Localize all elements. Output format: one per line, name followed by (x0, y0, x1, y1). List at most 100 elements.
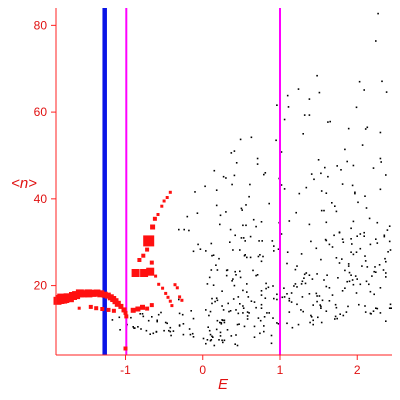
highlighted-point (180, 298, 184, 302)
highlighted-point (88, 304, 93, 309)
background-point (211, 302, 213, 305)
background-point (238, 323, 240, 325)
highlighted-point (149, 260, 154, 265)
background-point (385, 91, 388, 93)
background-point (268, 312, 270, 314)
y-axis-title: <n> (11, 175, 37, 192)
highlighted-point (168, 190, 172, 194)
background-point (240, 237, 243, 239)
background-point (234, 270, 236, 273)
background-point (350, 227, 352, 230)
background-point (327, 121, 329, 123)
background-point (232, 249, 234, 251)
background-point (297, 323, 300, 326)
background-point (264, 297, 267, 299)
background-point (219, 223, 221, 226)
background-point (215, 264, 217, 266)
highlighted-point (118, 303, 124, 309)
background-point (334, 315, 337, 318)
background-point (210, 242, 213, 245)
background-point (365, 280, 368, 283)
background-point (163, 329, 165, 332)
background-point (388, 307, 391, 309)
background-point (246, 311, 249, 313)
background-point (212, 254, 215, 256)
background-point (147, 319, 150, 322)
background-point (354, 275, 357, 277)
background-point (348, 280, 351, 283)
background-point (325, 239, 328, 242)
background-point (364, 311, 367, 313)
background-point (156, 319, 158, 322)
background-point (342, 241, 345, 243)
background-point (259, 319, 262, 322)
background-point (385, 272, 387, 274)
background-point (275, 139, 277, 142)
background-point (213, 169, 216, 172)
background-point (223, 319, 226, 322)
background-point (280, 151, 283, 153)
background-point (239, 249, 241, 251)
background-point (149, 333, 151, 335)
background-point (273, 297, 275, 300)
background-points-group (111, 12, 392, 347)
background-point (253, 336, 256, 338)
background-point (199, 248, 202, 250)
background-point (242, 312, 244, 314)
background-point (389, 249, 392, 251)
background-point (235, 309, 237, 311)
highlighted-point (168, 299, 172, 303)
background-point (145, 329, 148, 332)
background-point (229, 241, 231, 243)
background-point (225, 211, 227, 213)
highlighted-point (157, 282, 161, 286)
background-point (182, 333, 185, 336)
background-point (350, 238, 352, 240)
background-point (335, 306, 338, 309)
background-point (186, 215, 189, 218)
background-point (316, 74, 318, 77)
background-point (208, 329, 211, 332)
background-point (359, 283, 362, 286)
highlighted-point (123, 346, 128, 351)
background-point (308, 114, 311, 116)
background-point (388, 240, 391, 243)
background-point (297, 88, 300, 90)
background-point (271, 240, 274, 242)
background-point (310, 240, 312, 243)
background-point (383, 234, 386, 237)
background-point (155, 330, 158, 333)
background-point (263, 316, 266, 318)
background-point (229, 228, 232, 231)
background-point (320, 321, 323, 324)
background-point (241, 209, 243, 211)
background-point (206, 283, 209, 285)
background-point (157, 313, 160, 316)
background-point (342, 314, 345, 317)
background-point (246, 291, 248, 293)
background-point (233, 150, 236, 152)
background-point (379, 157, 382, 160)
highlighted-point (77, 306, 81, 310)
background-point (265, 287, 267, 290)
background-point (320, 209, 323, 212)
highlighted-point (141, 253, 146, 258)
background-point (142, 315, 145, 318)
background-point (317, 316, 319, 319)
background-point (386, 229, 389, 231)
background-point (215, 328, 218, 331)
background-point (374, 266, 376, 268)
background-point (246, 315, 249, 317)
background-point (227, 302, 229, 305)
highlighted-point (145, 306, 150, 311)
background-point (206, 339, 209, 341)
highlighted-point (173, 283, 177, 287)
background-point (375, 307, 377, 309)
background-point (257, 255, 260, 258)
background-point (202, 337, 205, 340)
highlighted-point (175, 286, 179, 290)
background-point (294, 268, 297, 271)
background-point (354, 192, 356, 195)
background-point (334, 318, 336, 320)
background-point (356, 278, 358, 280)
